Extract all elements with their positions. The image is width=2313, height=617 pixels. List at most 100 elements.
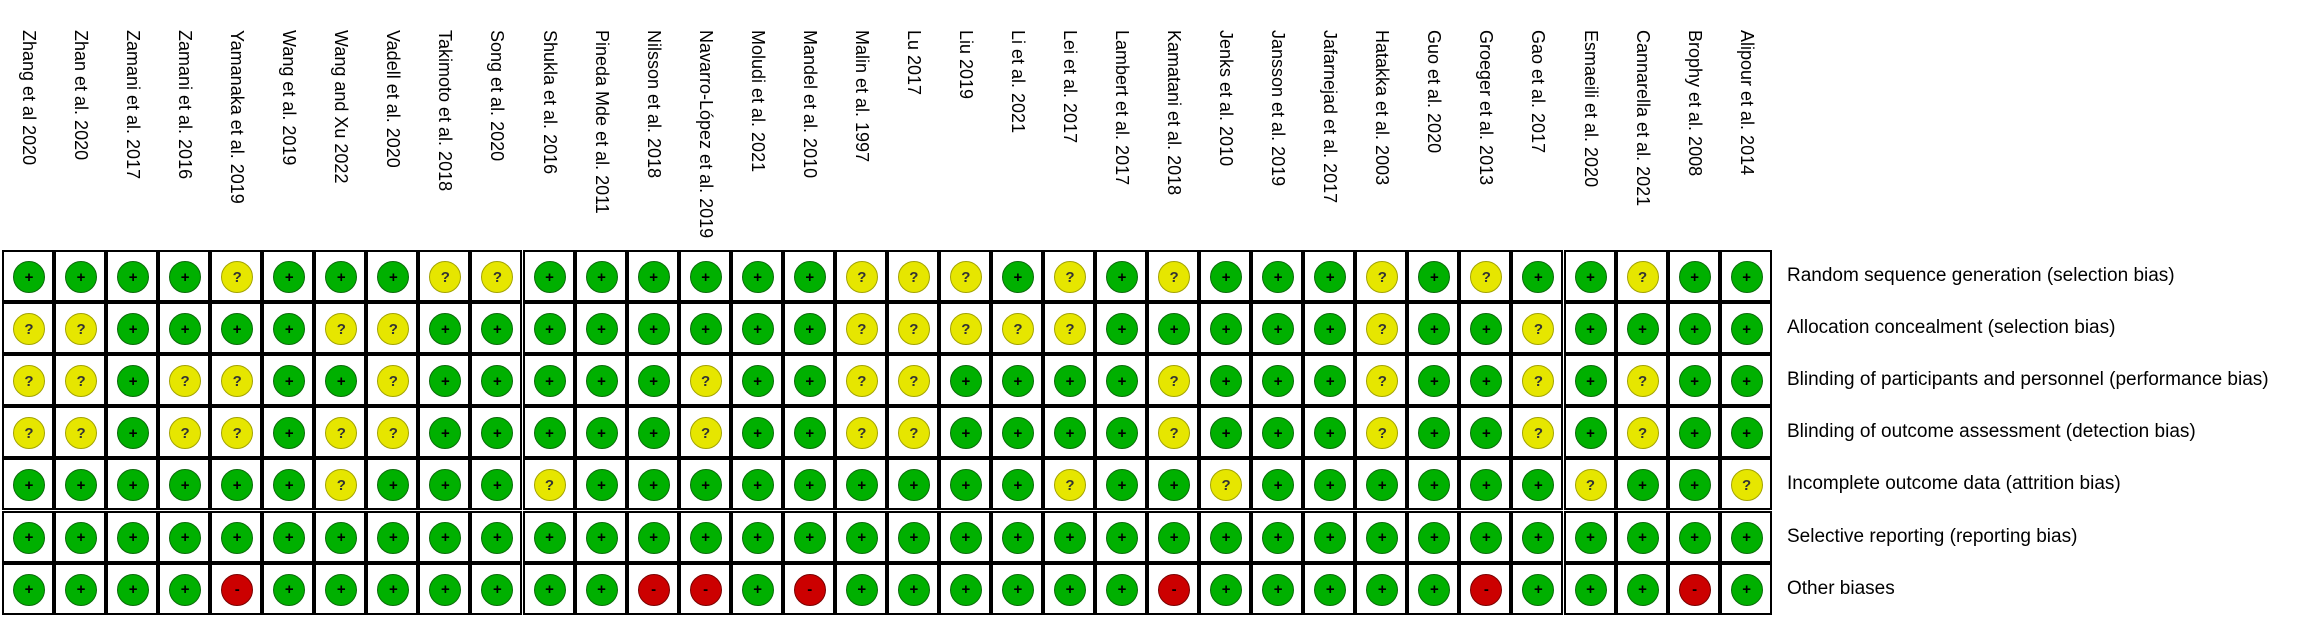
- low-risk-icon: +: [1314, 521, 1347, 554]
- low-risk-icon: +: [949, 417, 982, 450]
- rating-cell: +: [1719, 406, 1772, 459]
- rating-cell: +: [262, 458, 315, 511]
- low-risk-icon: +: [221, 469, 254, 502]
- rating-cell: +: [1511, 510, 1564, 563]
- rating-cell: ?: [678, 354, 731, 407]
- unclear-risk-icon: ?: [1574, 469, 1607, 502]
- low-risk-icon: +: [481, 521, 514, 554]
- unclear-risk-icon: ?: [1366, 417, 1399, 450]
- low-risk-icon: +: [1262, 365, 1295, 398]
- rating-cell: +: [938, 510, 991, 563]
- low-risk-icon: +: [1106, 469, 1139, 502]
- rating-cell: +: [1147, 510, 1200, 563]
- low-risk-icon: +: [897, 469, 930, 502]
- low-risk-icon: +: [325, 573, 358, 606]
- rating-cell: +: [1095, 510, 1148, 563]
- rating-cell: +: [1407, 458, 1460, 511]
- low-risk-icon: +: [533, 365, 566, 398]
- low-risk-icon: +: [429, 469, 462, 502]
- unclear-risk-icon: ?: [65, 365, 98, 398]
- rating-cell: +: [1407, 510, 1460, 563]
- rating-cell: +: [678, 510, 731, 563]
- rating-cell: +: [106, 302, 159, 355]
- rating-cell: +: [1615, 458, 1668, 511]
- low-risk-icon: +: [1158, 521, 1191, 554]
- rating-cell: +: [1303, 302, 1356, 355]
- rating-cell: +: [1615, 562, 1668, 615]
- low-risk-icon: +: [273, 469, 306, 502]
- unclear-risk-icon: ?: [325, 469, 358, 502]
- rating-cell: +: [1407, 250, 1460, 302]
- unclear-risk-icon: ?: [377, 417, 410, 450]
- low-risk-icon: +: [637, 521, 670, 554]
- low-risk-icon: +: [1314, 365, 1347, 398]
- rating-cell: +: [1095, 250, 1148, 302]
- low-risk-icon: +: [273, 417, 306, 450]
- low-risk-icon: +: [1210, 365, 1243, 398]
- low-risk-icon: +: [117, 521, 150, 554]
- rating-cell: +: [1563, 250, 1616, 302]
- rating-cell: ?: [834, 250, 887, 302]
- unclear-risk-icon: ?: [325, 313, 358, 346]
- unclear-risk-icon: ?: [325, 417, 358, 450]
- domain-label: Other biases: [1787, 577, 1895, 599]
- rating-cell: ?: [1355, 250, 1408, 302]
- rating-cell: +: [678, 302, 731, 355]
- low-risk-icon: +: [1574, 573, 1607, 606]
- unclear-risk-icon: ?: [221, 261, 254, 293]
- low-risk-icon: +: [1210, 417, 1243, 450]
- rating-cell: +: [730, 510, 783, 563]
- rating-cell: +: [106, 250, 159, 302]
- rating-cell: +: [1251, 562, 1304, 615]
- rating-cell: +: [1199, 250, 1252, 302]
- study-label: Jansson et al. 2019: [1268, 30, 1289, 187]
- rating-cell: +: [522, 562, 575, 615]
- low-risk-icon: +: [1626, 469, 1659, 502]
- rating-cell: +: [210, 510, 263, 563]
- rating-cell: +: [54, 458, 107, 511]
- low-risk-icon: +: [1262, 313, 1295, 346]
- rating-cell: +: [1407, 354, 1460, 407]
- rating-cell: +: [782, 510, 835, 563]
- low-risk-icon: +: [637, 365, 670, 398]
- rating-cell: +: [418, 302, 471, 355]
- low-risk-icon: +: [169, 521, 202, 554]
- rating-cell: +: [782, 406, 835, 459]
- low-risk-icon: +: [1418, 573, 1451, 606]
- low-risk-icon: +: [117, 261, 150, 293]
- rating-cell: ?: [158, 354, 211, 407]
- rating-cell: ?: [834, 406, 887, 459]
- rating-cell: ?: [470, 250, 523, 302]
- rating-cell: ?: [1355, 406, 1408, 459]
- study-label: Zamani et al. 2017: [123, 30, 144, 180]
- rating-cell: +: [1095, 406, 1148, 459]
- rating-cell: +: [1303, 510, 1356, 563]
- low-risk-icon: +: [1418, 313, 1451, 346]
- rating-cell: +: [158, 510, 211, 563]
- rating-cell: ?: [1615, 406, 1668, 459]
- unclear-risk-icon: ?: [1626, 261, 1659, 293]
- unclear-risk-icon: ?: [1626, 417, 1659, 450]
- low-risk-icon: +: [1314, 261, 1347, 293]
- low-risk-icon: +: [325, 365, 358, 398]
- rating-cell: +: [834, 562, 887, 615]
- domain-label: Selective reporting (reporting bias): [1787, 525, 2078, 547]
- rating-cell: +: [1667, 354, 1720, 407]
- low-risk-icon: +: [1001, 469, 1034, 502]
- rating-cell: +: [1251, 510, 1304, 563]
- low-risk-icon: +: [1262, 573, 1295, 606]
- rating-cell: ?: [1199, 458, 1252, 511]
- low-risk-icon: +: [13, 573, 45, 606]
- rating-cell: +: [418, 458, 471, 511]
- low-risk-icon: +: [169, 573, 202, 606]
- rating-cell: ?: [210, 406, 263, 459]
- low-risk-icon: +: [585, 261, 618, 293]
- low-risk-icon: +: [377, 469, 410, 502]
- rating-cell: ?: [1147, 250, 1200, 302]
- rating-cell: ?: [158, 406, 211, 459]
- low-risk-icon: +: [533, 521, 566, 554]
- low-risk-icon: +: [169, 313, 202, 346]
- rating-cell: +: [1563, 406, 1616, 459]
- low-risk-icon: +: [1054, 521, 1086, 554]
- low-risk-icon: +: [481, 365, 514, 398]
